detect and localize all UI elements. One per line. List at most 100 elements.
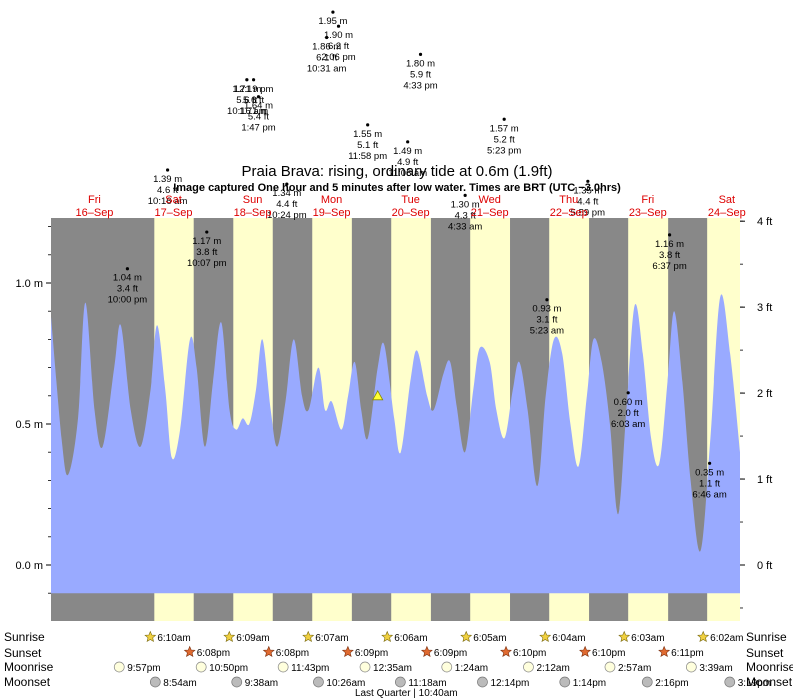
moonset-icon (394, 676, 406, 688)
extreme-dot (336, 24, 341, 28)
left-axis: 1.0 m 0.5 m 0.0 m (15, 226, 51, 594)
extreme-label-line: 0.93 m (532, 304, 561, 315)
moonset-icon (559, 676, 571, 688)
extreme-dot (545, 298, 549, 302)
moonset-icon (313, 676, 324, 688)
day-date: 19–Sep (313, 207, 351, 219)
extreme-label-line: 5.6 ft (236, 95, 257, 106)
y-tick-label-ft: 0 ft (757, 560, 772, 572)
sunset-time: 6:11pm (671, 648, 704, 659)
extreme-label-line: 4.3 ft (455, 210, 476, 221)
extreme-4: 12:19 pm5.6 ft1.71 m (234, 78, 274, 117)
moonset-time: 9:38am (245, 678, 278, 689)
sunrise-label-right: Sunrise (746, 630, 787, 644)
current-level-layer (372, 389, 384, 401)
extreme-dot (285, 182, 289, 186)
extreme-label-line: 4:33 am (448, 221, 482, 232)
sunrise-time: 6:04am (552, 633, 585, 644)
moonrise-time: 2:57am (618, 663, 651, 674)
day-date: 20–Sep (392, 207, 430, 219)
extreme-label-line: 10:00 pm (108, 295, 148, 306)
sunrise-icon (460, 630, 473, 643)
moonrise-icon (685, 661, 697, 673)
extreme-label-line: 3.8 ft (196, 247, 217, 258)
sunrise-time: 6:03am (631, 633, 664, 644)
extreme-16: 1.35 m4.4 ft5:59 pm (571, 179, 605, 218)
extreme-label-line: 1.64 m (244, 101, 273, 112)
extreme-label-line: 1.30 m (451, 199, 480, 210)
extreme-label-line: 3.8 ft (659, 250, 680, 261)
astro-row-labels: Sunrise Sunset Moonrise Moonset Sunrise … (4, 630, 793, 689)
moonrise-time: 10:50pm (209, 663, 248, 674)
day-weekday: Sun (243, 194, 263, 206)
sunset-label-left: Sunset (4, 646, 42, 660)
moonset-label-left: Moonset (4, 675, 51, 689)
extreme-dot (252, 78, 256, 82)
moonset-icon (231, 676, 243, 688)
moonset-time: 3:19pm (738, 678, 771, 689)
sunset-time: 6:08pm (276, 648, 309, 659)
extreme-label-line: 6:46 am (692, 489, 726, 500)
moonset-icon (149, 676, 161, 688)
sunrise-time: 6:07am (315, 633, 348, 644)
chart-subtitle: Image captured One hour and 5 minutes af… (173, 182, 621, 194)
extreme-label-line: 1.95 m (318, 16, 347, 27)
day-weekday: Thu (559, 194, 578, 206)
extreme-9: 1.90 m6.2 ft2:06 pm (321, 24, 356, 63)
extreme-dot (626, 391, 630, 395)
extreme-label-line: 10:24 pm (267, 210, 307, 221)
moonrise-icon (359, 661, 371, 673)
sunset-time: 6:09pm (434, 648, 467, 659)
moonset-icon (641, 676, 653, 688)
day-date: 22–Sep (550, 207, 588, 219)
sunset-time: 6:10pm (592, 648, 625, 659)
extreme-17: 0.60 m2.0 ft6:03 am (611, 391, 645, 430)
extreme-label-line: 5.6 ft (243, 95, 264, 106)
moonrise-time: 12:35am (373, 663, 412, 674)
day-weekday: Fri (88, 194, 101, 206)
extreme-label-line: 5:23 pm (487, 145, 521, 156)
moonset-icon (724, 676, 736, 688)
extreme-label-line: 6.2 ft (328, 41, 349, 52)
extreme-dot (502, 117, 506, 121)
sunrise-time: 6:02am (710, 633, 743, 644)
extreme-dot (463, 193, 467, 197)
moonrise-time: 11:43pm (291, 663, 329, 674)
extreme-dot (325, 35, 329, 40)
extreme-label-line: 1.71 m (232, 84, 261, 95)
extreme-label-line: 5.1 ft (357, 140, 378, 151)
astro-events: 6:10am 6:09am 6:07am 6:06am 6:05am 6:04am 6:03… (113, 630, 771, 699)
sunset-time: 6:08pm (197, 648, 230, 659)
extreme-label-line: 4.4 ft (577, 196, 598, 207)
sunrise-label-left: Sunrise (4, 630, 45, 644)
sunset-time: 6:10pm (513, 648, 546, 659)
y-tick-label-m: 1.0 m (15, 278, 43, 290)
extreme-label-line: 12:19 pm (234, 84, 274, 95)
moonrise-time: 2:12am (536, 663, 569, 674)
extreme-label-line: 3.4 ft (117, 284, 138, 295)
day-weekday: Wed (478, 194, 500, 206)
moonrise-time: 1:24am (455, 663, 488, 674)
current-level-marker (372, 389, 384, 401)
moonset-label-right: Moonset (746, 675, 793, 689)
sunset-icon (420, 645, 433, 658)
extreme-label-line: 0.35 m (695, 467, 724, 478)
extreme-label-line: 1.39 m (153, 174, 182, 185)
sunset-icon (183, 645, 196, 658)
extreme-label-line: 1.57 m (490, 123, 519, 134)
moonset-time: 12:14pm (490, 678, 529, 689)
moonrise-icon (441, 661, 453, 673)
extreme-dot (418, 52, 423, 57)
extreme-label-line: 6:03 am (611, 419, 645, 430)
sunrise-time: 6:09am (236, 633, 269, 644)
sunrise-icon (223, 630, 236, 643)
moonset-time: 8:54am (163, 678, 196, 689)
extreme-label-line: 10:16 am (227, 106, 267, 117)
extreme-label-line: 10:31 am (307, 63, 347, 74)
